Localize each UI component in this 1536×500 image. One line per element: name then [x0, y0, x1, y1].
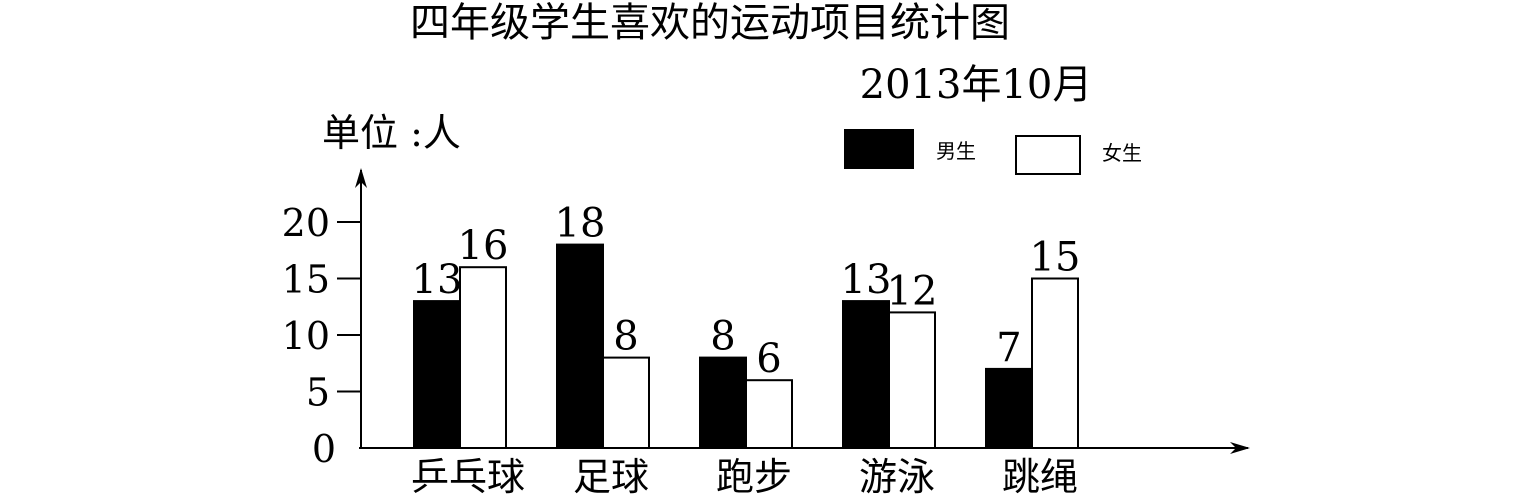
bar-female [602, 356, 650, 450]
bar-value-label: 6 [756, 336, 781, 382]
bar-male [699, 356, 747, 450]
bar-value-label: 13 [412, 257, 463, 303]
bar-value-label: 16 [458, 223, 509, 269]
x-category-label: 游泳 [859, 455, 935, 499]
chart-subtitle: 2013年10月 [860, 62, 1093, 108]
legend-label-female: 女生 [1102, 141, 1142, 165]
x-category-label: 乒乓球 [411, 455, 525, 499]
bar-value-label: 8 [710, 314, 735, 360]
bar-female [888, 311, 936, 449]
y-tick-label: 0 [312, 427, 336, 471]
legend-swatch-female [1015, 135, 1081, 175]
unit-label: 单位 :人 [322, 111, 461, 155]
legend-label-male: 男生 [936, 139, 976, 163]
y-tick-label: 20 [282, 201, 330, 245]
bar-value-label: 15 [1030, 235, 1081, 281]
y-tick-label: 10 [282, 314, 330, 358]
y-axis-ticks: 0 5 10 15 20 [282, 201, 361, 471]
bar-value-label: 12 [887, 268, 938, 314]
bar-value-label: 7 [996, 325, 1021, 371]
legend-swatch-male [844, 129, 914, 169]
chart-title: 四年级学生喜欢的运动项目统计图 [410, 0, 1010, 46]
legend: 男生 女生 [844, 129, 1142, 175]
x-category-label: 足球 [573, 455, 649, 499]
bar-male [842, 300, 890, 449]
bar-male [556, 243, 604, 449]
x-category-label: 跑步 [716, 455, 792, 499]
y-tick-label: 15 [282, 258, 330, 302]
bar-male [985, 367, 1033, 449]
bar-female [459, 266, 507, 450]
x-axis-category-labels: 乒乓球 足球 跑步 游泳 跳绳 [411, 455, 1078, 499]
x-category-label: 跳绳 [1002, 455, 1078, 499]
y-tick-label: 5 [306, 371, 330, 415]
bar-female [745, 379, 793, 450]
bar-male [413, 300, 461, 449]
bar-value-label: 8 [613, 314, 638, 360]
bar-female [1031, 277, 1079, 449]
bar-value-label: 13 [841, 257, 892, 303]
bar-value-label: 18 [555, 201, 606, 247]
bars-group [413, 243, 1079, 450]
